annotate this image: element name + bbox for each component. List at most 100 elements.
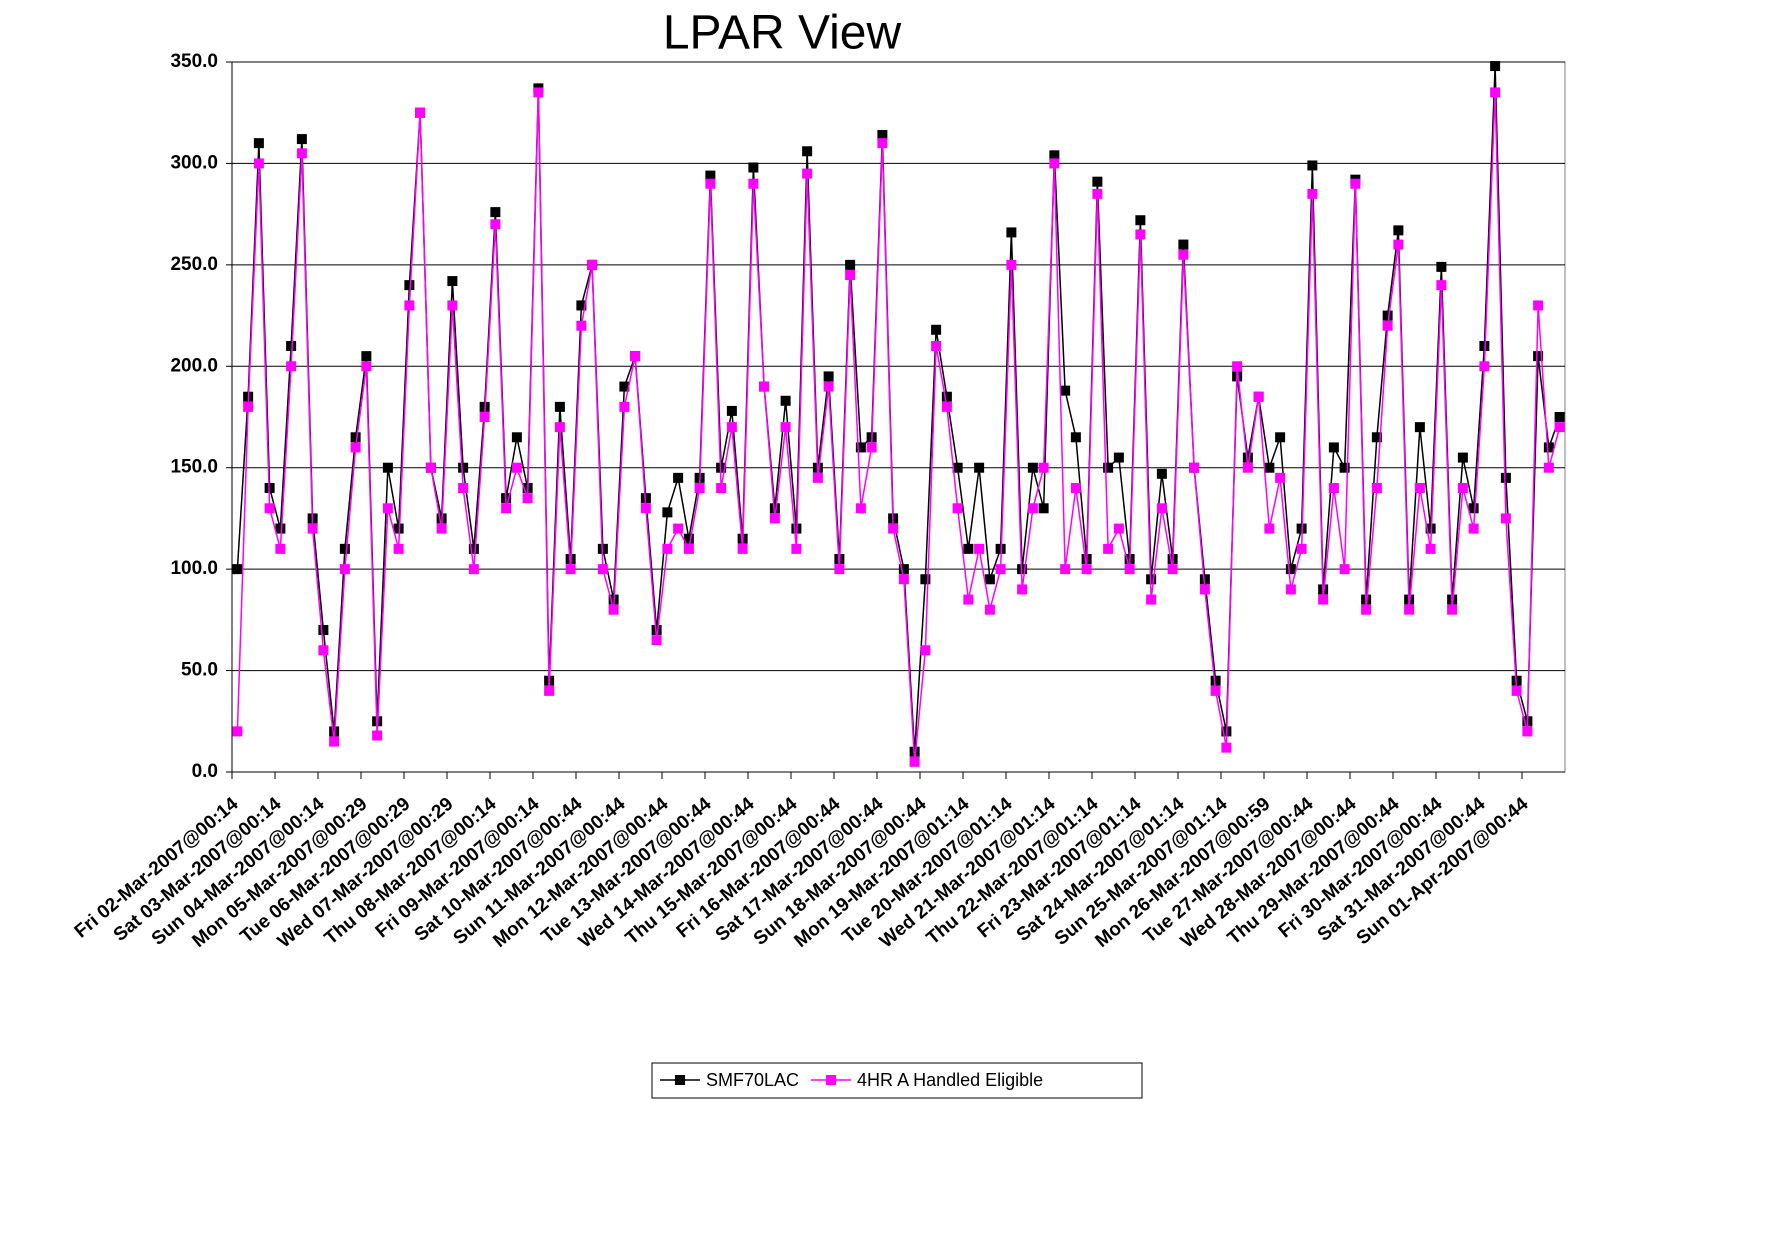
data-point: [1285, 564, 1296, 575]
data-point: [296, 148, 307, 159]
data-point: [920, 645, 931, 656]
data-point: [1404, 604, 1415, 615]
data-point: [1543, 442, 1554, 453]
data-point: [490, 207, 501, 218]
data-point: [1436, 261, 1447, 272]
data-point: [339, 543, 350, 554]
data-point: [952, 462, 963, 473]
data-point: [662, 543, 673, 554]
y-tick-label: 100.0: [170, 558, 218, 579]
data-point: [898, 564, 909, 575]
data-point: [1371, 432, 1382, 443]
data-point: [501, 503, 512, 514]
data-point: [1414, 422, 1425, 433]
data-point: [1457, 452, 1468, 463]
data-point: [855, 503, 866, 514]
data-point: [1232, 361, 1243, 372]
data-point: [468, 564, 479, 575]
data-point: [382, 462, 393, 473]
data-point: [769, 503, 780, 514]
data-point: [1339, 462, 1350, 473]
data-point: [1468, 523, 1479, 534]
data-point: [576, 300, 587, 311]
data-point: [1038, 462, 1049, 473]
data-point: [920, 574, 931, 585]
data-point: [318, 625, 329, 635]
data-point: [909, 756, 920, 767]
data-point: [350, 442, 361, 453]
data-point: [275, 523, 286, 534]
data-point: [1070, 483, 1081, 493]
data-point: [834, 564, 845, 575]
y-tick-label: 200.0: [170, 355, 218, 376]
data-point: [866, 442, 877, 453]
data-point: [716, 483, 727, 493]
data-point: [1457, 483, 1468, 493]
data-point: [458, 483, 469, 493]
data-point: [479, 412, 490, 422]
data-point: [759, 381, 770, 392]
data-point: [1275, 472, 1286, 483]
data-point: [404, 280, 415, 291]
legend: [651, 1062, 1143, 1099]
data-point: [565, 564, 576, 575]
data-point: [952, 503, 963, 514]
data-point: [1006, 227, 1017, 238]
data-point: [296, 134, 307, 145]
data-point: [490, 219, 501, 230]
chart-title: LPAR View: [663, 7, 902, 60]
data-point: [1425, 523, 1436, 534]
data-point: [511, 432, 522, 443]
data-point: [726, 422, 737, 433]
data-point: [253, 138, 264, 149]
data-point: [1038, 503, 1049, 514]
data-point: [393, 543, 404, 554]
data-point: [243, 401, 254, 412]
data-point: [1210, 685, 1221, 696]
legend-label: 4HR A Handled Eligible: [857, 1070, 1043, 1090]
data-point: [619, 401, 630, 412]
data-point: [447, 276, 458, 287]
data-point: [1554, 412, 1565, 422]
data-point: [974, 462, 985, 473]
data-point: [694, 483, 705, 493]
data-point: [963, 543, 974, 554]
data-point: [1285, 584, 1296, 595]
data-point: [802, 168, 813, 179]
data-point: [705, 178, 716, 189]
data-point: [619, 381, 630, 392]
data-point: [253, 158, 264, 169]
data-point: [1543, 462, 1554, 473]
data-point: [1092, 188, 1103, 199]
data-point: [1522, 726, 1533, 737]
data-point: [802, 146, 813, 157]
data-point: [1135, 215, 1146, 226]
data-point: [1479, 361, 1490, 372]
data-point: [812, 472, 823, 483]
data-point: [1264, 462, 1275, 473]
data-point: [1393, 225, 1404, 236]
data-point: [673, 472, 684, 483]
data-point: [554, 401, 565, 412]
data-point: [468, 543, 479, 554]
data-point: [1414, 483, 1425, 493]
data-point: [845, 270, 856, 280]
data-point: [1017, 584, 1028, 595]
data-point: [1242, 452, 1253, 463]
y-tick-label: 250.0: [170, 254, 218, 275]
data-point: [522, 493, 533, 504]
data-point: [651, 635, 662, 646]
data-point: [845, 259, 856, 270]
data-point: [1425, 543, 1436, 554]
data-point: [1339, 564, 1350, 575]
data-point: [1135, 229, 1146, 240]
data-point: [651, 625, 662, 635]
data-point: [1027, 503, 1038, 514]
data-point: [1533, 351, 1544, 362]
data-point: [232, 726, 243, 737]
data-point: [544, 685, 555, 696]
plot-area: [231, 61, 1566, 773]
data-point: [1468, 503, 1479, 514]
